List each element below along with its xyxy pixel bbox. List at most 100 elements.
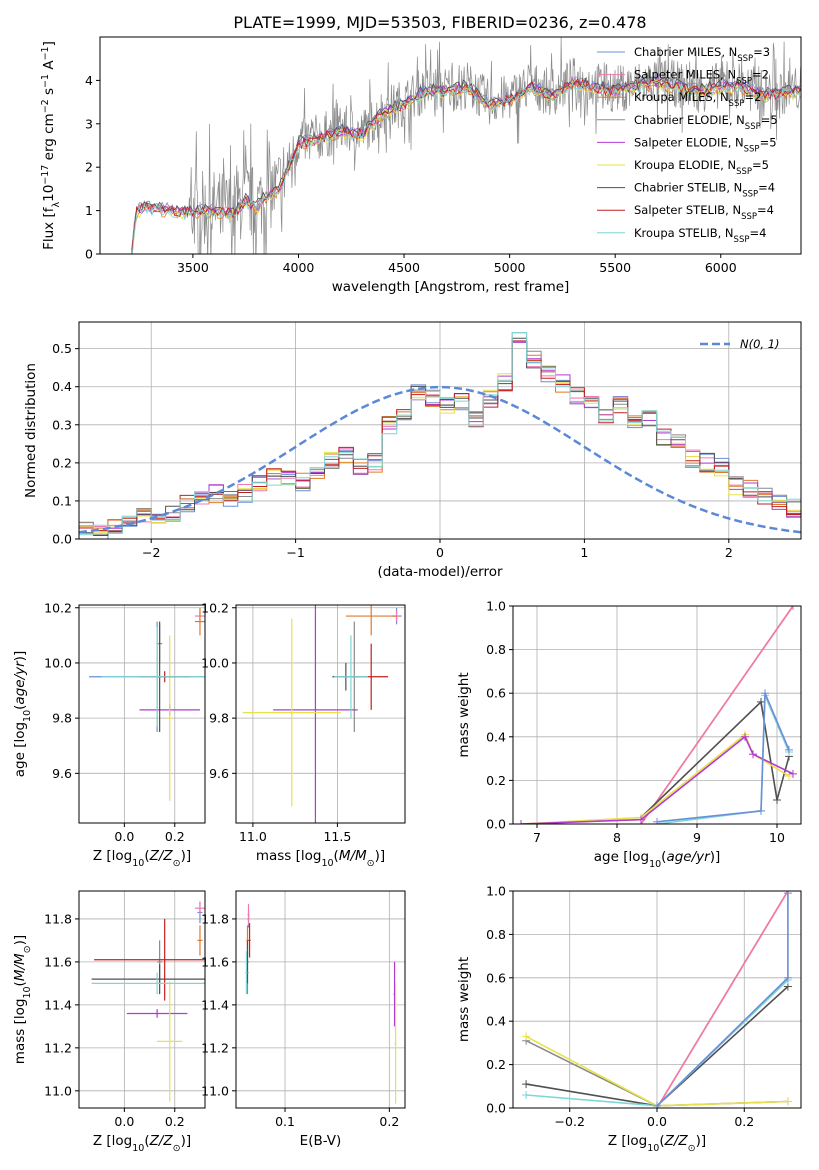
axes-frame: [99, 36, 802, 255]
x-tick-label: 10: [769, 830, 785, 845]
y-tick-label: 9.8: [52, 711, 72, 726]
mass-weight-marker: [789, 769, 797, 778]
mass-weight-marker: [785, 745, 793, 754]
y-axis-label-part: λ: [51, 202, 62, 208]
mass-weight-marker: [522, 1090, 531, 1099]
mass-weight-marker: [637, 815, 645, 824]
y-tick-label: 0.4: [52, 379, 72, 394]
axes-frame: [512, 605, 802, 825]
x-axis-label-part: (data-model)/error: [377, 564, 503, 580]
y-tick-label: 0.4: [486, 1014, 506, 1029]
y-tick-label: 0.0: [486, 1101, 506, 1116]
legend-model: Salpeter STELIB, N: [634, 203, 741, 217]
y-axis-label-part: )]: [12, 651, 28, 662]
legend-nssp: =4: [749, 226, 766, 240]
y-axis-label: age [log10(age/yr)]: [12, 651, 33, 777]
x-axis-label-part: (: [334, 848, 339, 864]
normal-distribution-curve: [79, 385, 801, 534]
x-axis-label-part: )]: [181, 848, 192, 864]
y-axis-label-part: −1: [40, 74, 51, 88]
x-tick-label: 6000: [705, 260, 737, 275]
y-axis-label-part: (: [12, 705, 28, 710]
x-axis-label-part: )]: [181, 1133, 192, 1149]
x-axis-label-part: E(B-V): [300, 1133, 342, 1149]
axes-frame: [512, 890, 802, 1109]
mass-weight-marker: [789, 606, 797, 610]
legend-model: Chabrier STELIB, N: [634, 181, 742, 195]
x-axis-label: Z [log10(Z/Z⊙)]: [93, 1133, 191, 1154]
x-tick-label: 0: [436, 545, 444, 560]
x-axis-label-part: Z [log: [608, 1133, 647, 1149]
y-tick-label: 1.0: [486, 884, 506, 899]
y-axis-label-part: ]: [41, 41, 57, 46]
y-tick-label: 0: [85, 247, 93, 262]
legend-nssp: =5: [761, 113, 778, 127]
histogram-step-line: [79, 341, 801, 532]
mass-weight-marker: [653, 1101, 661, 1108]
mass-weight-marker: [783, 1097, 792, 1106]
y-tick-label: 9.6: [209, 766, 229, 781]
legend-label: Kroupa STELIB, NSSP=4: [634, 226, 766, 245]
x-axis-label: age [log10(age/yr)]: [594, 849, 720, 870]
y-axis-label-part: age [log: [12, 722, 28, 777]
y-axis-label-part: 10: [22, 710, 33, 722]
y-tick-label: 0.8: [486, 927, 506, 942]
x-axis-label-part: ⊙: [173, 1143, 181, 1154]
y-tick-label: 11.8: [44, 911, 72, 926]
y-tick-label: 9.6: [52, 766, 72, 781]
y-axis-label: Normed distribution: [23, 363, 39, 498]
x-axis-label-part: Z/Z: [664, 1133, 689, 1149]
mass-vs-ebv-panel: 0.1 0.2 11.0 11.2 11.4 11.6 11.8 E(B-V): [201, 890, 406, 1149]
y-tick-label: 10.2: [201, 600, 229, 615]
y-tick-label: 10.0: [201, 655, 229, 670]
mass-weight-line: [656, 891, 789, 1108]
legend-label: Chabrier ELODIE, NSSP=5: [634, 113, 778, 132]
x-tick-label: 9: [693, 830, 701, 845]
legend-model: Kroupa MILES, N: [634, 90, 729, 104]
y-axis-label-part: erg cm: [41, 113, 57, 164]
legend-model: Salpeter MILES, N: [634, 68, 736, 82]
spectrum-panel: 3500 4000 4500 5000 5500 6000 0 1 2 3 4 wavelength …: [40, 36, 802, 295]
x-axis-label-part: Z/Z: [149, 1133, 174, 1149]
x-axis-label: wavelength [Angstrom, rest frame]: [332, 279, 570, 295]
legend-nssp: =5: [760, 135, 777, 149]
y-tick-label: 11.2: [44, 1040, 72, 1055]
x-axis-label-part: Z/Z: [149, 848, 174, 864]
legend-sub: SSP: [741, 212, 757, 222]
legend-nssp: =2: [752, 68, 769, 82]
y-tick-label: 0.4: [486, 729, 506, 744]
x-tick-label: 4000: [283, 260, 315, 275]
x-tick-label: 11.5: [323, 829, 351, 844]
mass-weight-marker: [653, 817, 661, 824]
y-axis-label-part: s: [41, 88, 57, 99]
x-axis-label-part: )]: [375, 848, 386, 864]
y-axis-label-part: mass [log: [12, 999, 28, 1065]
axes-frame: [78, 604, 206, 824]
y-tick-label: 10.2: [44, 600, 72, 615]
x-tick-label: 0.0: [114, 1114, 134, 1129]
figure-title: PLATE=1999, MJD=53503, FIBERID=0236, z=0…: [233, 13, 646, 32]
y-tick-label: 2: [85, 160, 93, 175]
legend-model: Salpeter ELODIE, N: [634, 135, 744, 149]
x-axis-label-part: M/M: [339, 848, 367, 864]
y-tick-label: 0.6: [486, 686, 506, 701]
legend-nssp: =4: [757, 203, 774, 217]
observed-spectrum-line: [131, 37, 801, 254]
x-tick-label: 0.2: [165, 1114, 185, 1129]
mass-weight-line: [640, 606, 794, 824]
x-tick-label: −1: [286, 545, 304, 560]
x-axis-label-part: )]: [710, 849, 721, 865]
mass-weight-marker: [761, 689, 769, 698]
model-spectrum-line: [131, 78, 801, 252]
legend-sub: SSP: [736, 167, 752, 177]
x-axis-label-part: 10: [647, 1143, 659, 1154]
y-axis-label-part: −2: [40, 99, 51, 113]
legend-label: Kroupa MILES, NSSP=2: [634, 90, 761, 109]
y-tick-label: 11.4: [201, 997, 229, 1012]
mass-weight-marker: [757, 697, 765, 706]
x-axis-label-part: )]: [696, 1133, 707, 1149]
y-tick-label: 11.6: [201, 954, 229, 969]
legend-sub: SSP: [734, 235, 750, 245]
y-axis-label-part: 10: [41, 185, 57, 202]
